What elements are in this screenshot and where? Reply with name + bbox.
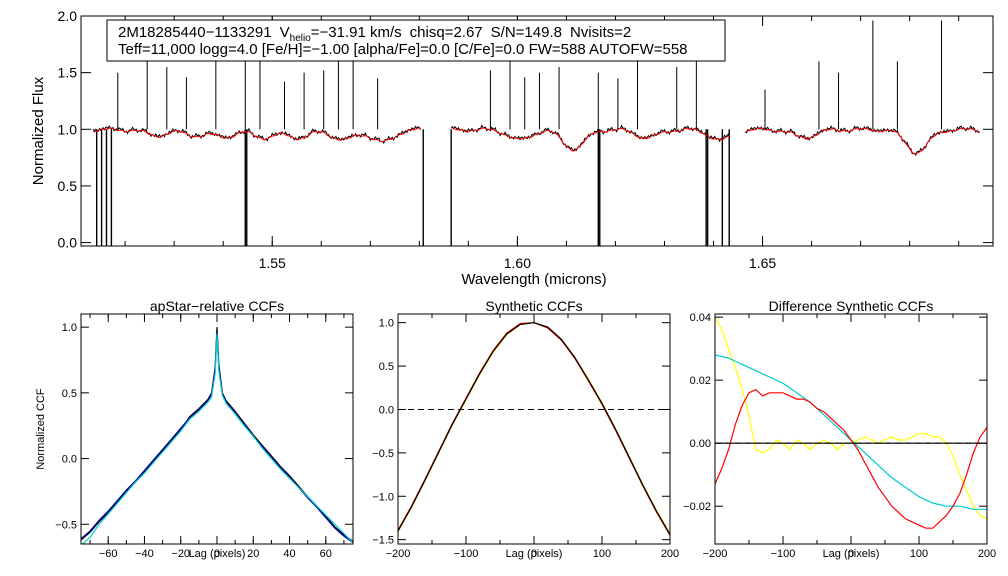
series-line-combined	[81, 333, 353, 544]
apstar-ccf-series	[81, 327, 353, 544]
annotation-params: Teff=11,000 logg=4.0 [Fe/H]=−1.00 [alpha…	[118, 41, 688, 58]
apstar-ccf-panel: apStar−relative CCFs −60 −40 −20 0 20 40 60 −0…	[35, 298, 354, 560]
y-tick-label: 0.0	[62, 454, 77, 466]
y-tick-label: 0.0	[58, 235, 78, 251]
y-tick-label: −1.5	[372, 535, 394, 547]
y-tick-label: 0.0	[379, 404, 394, 416]
y-tick-label: 1.0	[58, 121, 78, 137]
spectrum-annotation-box	[106, 19, 726, 62]
spectrum-y-ticks: 0.0 0.5 1.0 1.5 2.0	[58, 8, 993, 251]
spectrum-emission-spikes	[117, 20, 943, 130]
x-tick-label: −200	[386, 548, 411, 560]
difference-ccf-x-ticks: −200 −100 0 100 200	[703, 314, 996, 560]
annotation-nvisits: Nvisits=2	[570, 24, 631, 41]
synthetic-ccf-x-label: Lag (pixels)	[506, 548, 563, 560]
x-tick-label: 200	[661, 548, 679, 560]
x-tick-label: −40	[135, 548, 154, 560]
y-tick-label: −0.5	[372, 448, 394, 460]
x-tick-label: −60	[99, 548, 118, 560]
spectrum-x-ticks: 1.55 1.60 1.65	[124, 16, 960, 271]
annotation-v-value: =−31.91 km/s	[311, 24, 402, 41]
annotation-line-1: 2M18285440−1133291 Vhelio=−31.91 km/s chis…	[118, 24, 631, 44]
apstar-ccf-y-ticks: −0.5 0.0 0.5 1.0	[55, 322, 353, 531]
x-tick-label: 1.55	[259, 255, 286, 271]
x-tick-label: 0	[214, 548, 220, 560]
spectrum-bad-pixel-drops	[95, 129, 730, 246]
y-tick-label: −1.0	[372, 491, 394, 503]
y-tick-label: 1.0	[379, 318, 394, 330]
difference-ccf-title: Difference Synthetic CCFs	[769, 298, 934, 314]
x-tick-label: 40	[283, 548, 295, 560]
spectrum-model-line	[745, 127, 980, 155]
synthetic-ccf-series	[398, 322, 670, 536]
y-tick-label: 0.5	[379, 361, 394, 373]
apstar-ccf-y-label: Normalized CCF	[35, 388, 47, 470]
y-tick-label: 0.00	[690, 438, 711, 450]
spectrum-model-line	[451, 127, 730, 152]
spectrum-y-label: Normalized Flux	[30, 76, 47, 185]
y-tick-label: −0.02	[683, 501, 711, 513]
x-tick-label: 0	[531, 548, 537, 560]
annotation-v-subscript: helio	[290, 33, 312, 44]
x-tick-label: 100	[910, 548, 928, 560]
x-tick-label: 200	[978, 548, 996, 560]
synthetic-ccf-y-ticks: −1.5 −1.0 −0.5 0.0 0.5 1.0	[372, 318, 670, 547]
y-tick-label: 0.02	[690, 375, 711, 387]
y-tick-label: 0.5	[58, 178, 78, 194]
apstar-ccf-x-label: Lag (pixels)	[189, 548, 246, 560]
x-tick-label: −200	[703, 548, 728, 560]
spectrum-series	[92, 124, 980, 157]
synthetic-ccf-panel: Synthetic CCFs −200 −100 0 100 200 −1.5−1.0−…	[372, 298, 679, 560]
x-tick-label: 60	[320, 548, 332, 560]
synthetic-ccf-title: Synthetic CCFs	[485, 298, 582, 314]
y-tick-label: 0.04	[690, 312, 711, 324]
annotation-signal-noise: S/N=149.8	[491, 24, 562, 41]
x-tick-label: 20	[247, 548, 259, 560]
x-tick-label: 100	[593, 548, 611, 560]
spectrum-model-line	[93, 127, 421, 143]
x-tick-label: −100	[454, 548, 479, 560]
x-tick-label: −20	[171, 548, 190, 560]
difference-ccf-series	[715, 316, 987, 529]
difference-ccf-y-ticks: −0.02 0.00 0.02 0.04	[683, 312, 987, 513]
series-line-model-3-diff	[715, 388, 987, 529]
spectrum-x-label: Wavelength (microns)	[461, 271, 606, 288]
difference-ccf-panel: Difference Synthetic CCFs −200 −100 0 100 20…	[683, 298, 996, 560]
apstar-ccf-x-ticks: −60 −40 −20 0 20 40 60	[89, 314, 345, 560]
annotation-chisq: chisq=2.67	[410, 24, 483, 41]
y-tick-label: 1.0	[62, 322, 77, 334]
x-tick-label: 1.65	[749, 255, 776, 271]
spectrum-frame	[80, 15, 994, 247]
series-line-reference	[398, 322, 670, 535]
spectrum-panel: 1.55 1.60 1.65 0.0 0.5 1.0 1.5 2.0 Wavelength …	[30, 8, 994, 288]
difference-ccf-x-label: Lag (pixels)	[823, 548, 880, 560]
x-tick-label: 0	[848, 548, 854, 560]
x-tick-label: −100	[771, 548, 796, 560]
y-tick-label: 0.5	[62, 388, 77, 400]
annotation-star-id: 2M18285440−1133291	[118, 24, 272, 41]
x-tick-label: 1.60	[504, 255, 531, 271]
y-tick-label: −0.5	[55, 519, 77, 531]
annotation-v-label: V	[280, 24, 290, 41]
apstar-ccf-title: apStar−relative CCFs	[150, 298, 284, 314]
y-tick-label: 2.0	[58, 8, 78, 24]
y-tick-label: 1.5	[58, 65, 78, 81]
